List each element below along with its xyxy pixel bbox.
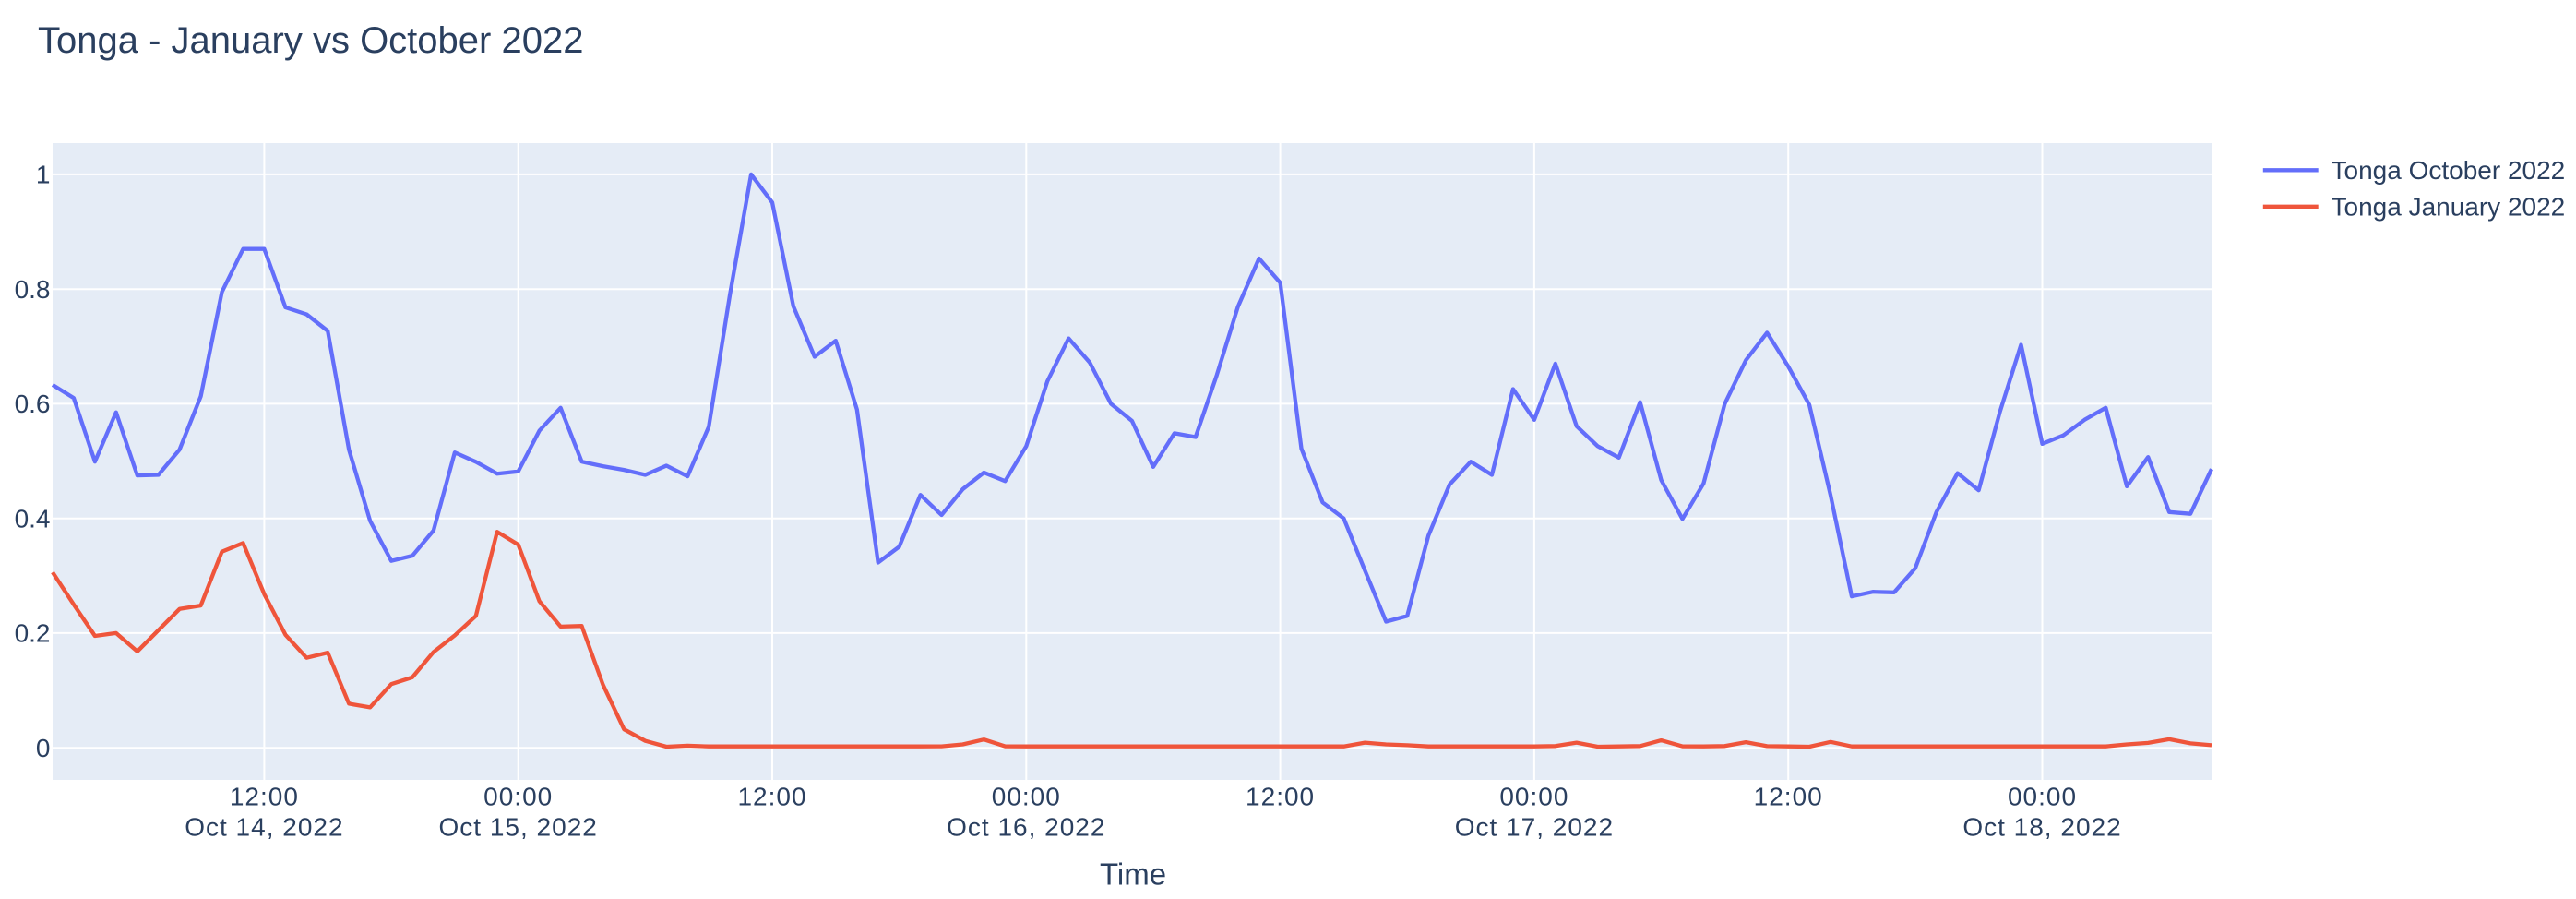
svg-text:0.2: 0.2: [15, 619, 51, 648]
svg-text:Oct 17, 2022: Oct 17, 2022: [1455, 813, 1614, 842]
svg-text:0.6: 0.6: [15, 390, 51, 418]
svg-text:Oct 18, 2022: Oct 18, 2022: [1962, 813, 2121, 842]
svg-text:Time: Time: [1100, 857, 1166, 892]
svg-text:Tonga - January vs October 202: Tonga - January vs October 2022: [38, 20, 583, 61]
svg-text:Tonga January 2022: Tonga January 2022: [2332, 193, 2566, 222]
svg-text:00:00: 00:00: [483, 782, 553, 810]
svg-text:Oct 16, 2022: Oct 16, 2022: [947, 813, 1105, 842]
svg-text:0.8: 0.8: [15, 275, 51, 304]
svg-text:12:00: 12:00: [230, 782, 299, 810]
svg-text:0: 0: [36, 734, 51, 762]
svg-text:1: 1: [36, 161, 51, 189]
svg-text:00:00: 00:00: [2008, 782, 2077, 810]
svg-text:12:00: 12:00: [1754, 782, 1823, 810]
svg-text:Oct 14, 2022: Oct 14, 2022: [185, 813, 343, 842]
svg-text:12:00: 12:00: [737, 782, 806, 810]
svg-text:Tonga October 2022: Tonga October 2022: [2332, 156, 2566, 185]
svg-text:0.4: 0.4: [15, 504, 51, 533]
svg-text:00:00: 00:00: [992, 782, 1061, 810]
svg-text:00:00: 00:00: [1499, 782, 1568, 810]
svg-text:Oct 15, 2022: Oct 15, 2022: [439, 813, 598, 842]
svg-text:12:00: 12:00: [1246, 782, 1315, 810]
